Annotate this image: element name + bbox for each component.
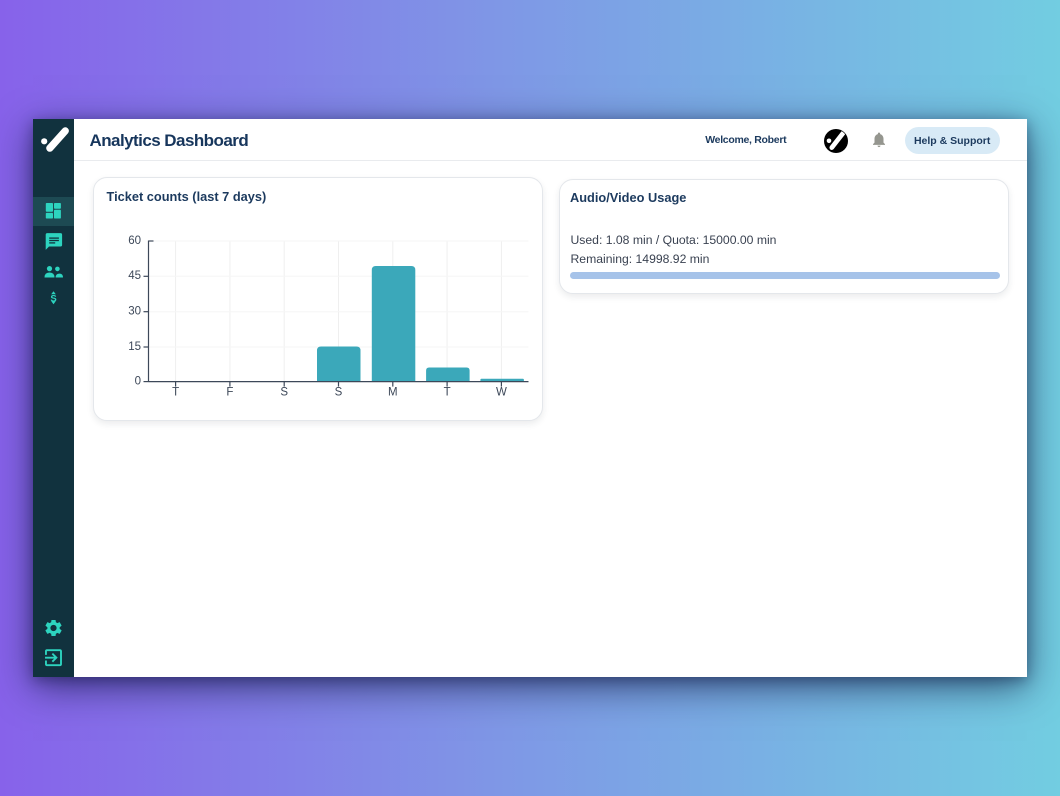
svg-text:60: 60: [128, 235, 141, 247]
svg-text:30: 30: [128, 306, 141, 318]
svg-text:45: 45: [128, 270, 141, 282]
svg-text:T: T: [172, 387, 179, 399]
svg-text:15: 15: [128, 341, 141, 353]
svg-text:F: F: [226, 387, 233, 399]
svg-text:S: S: [280, 387, 288, 399]
svg-text:W: W: [495, 387, 506, 399]
svg-text:T: T: [443, 387, 450, 399]
svg-text:S: S: [50, 293, 56, 304]
svg-text:M: M: [388, 387, 398, 399]
svg-text:0: 0: [134, 375, 140, 387]
svg-text:S: S: [334, 387, 342, 399]
